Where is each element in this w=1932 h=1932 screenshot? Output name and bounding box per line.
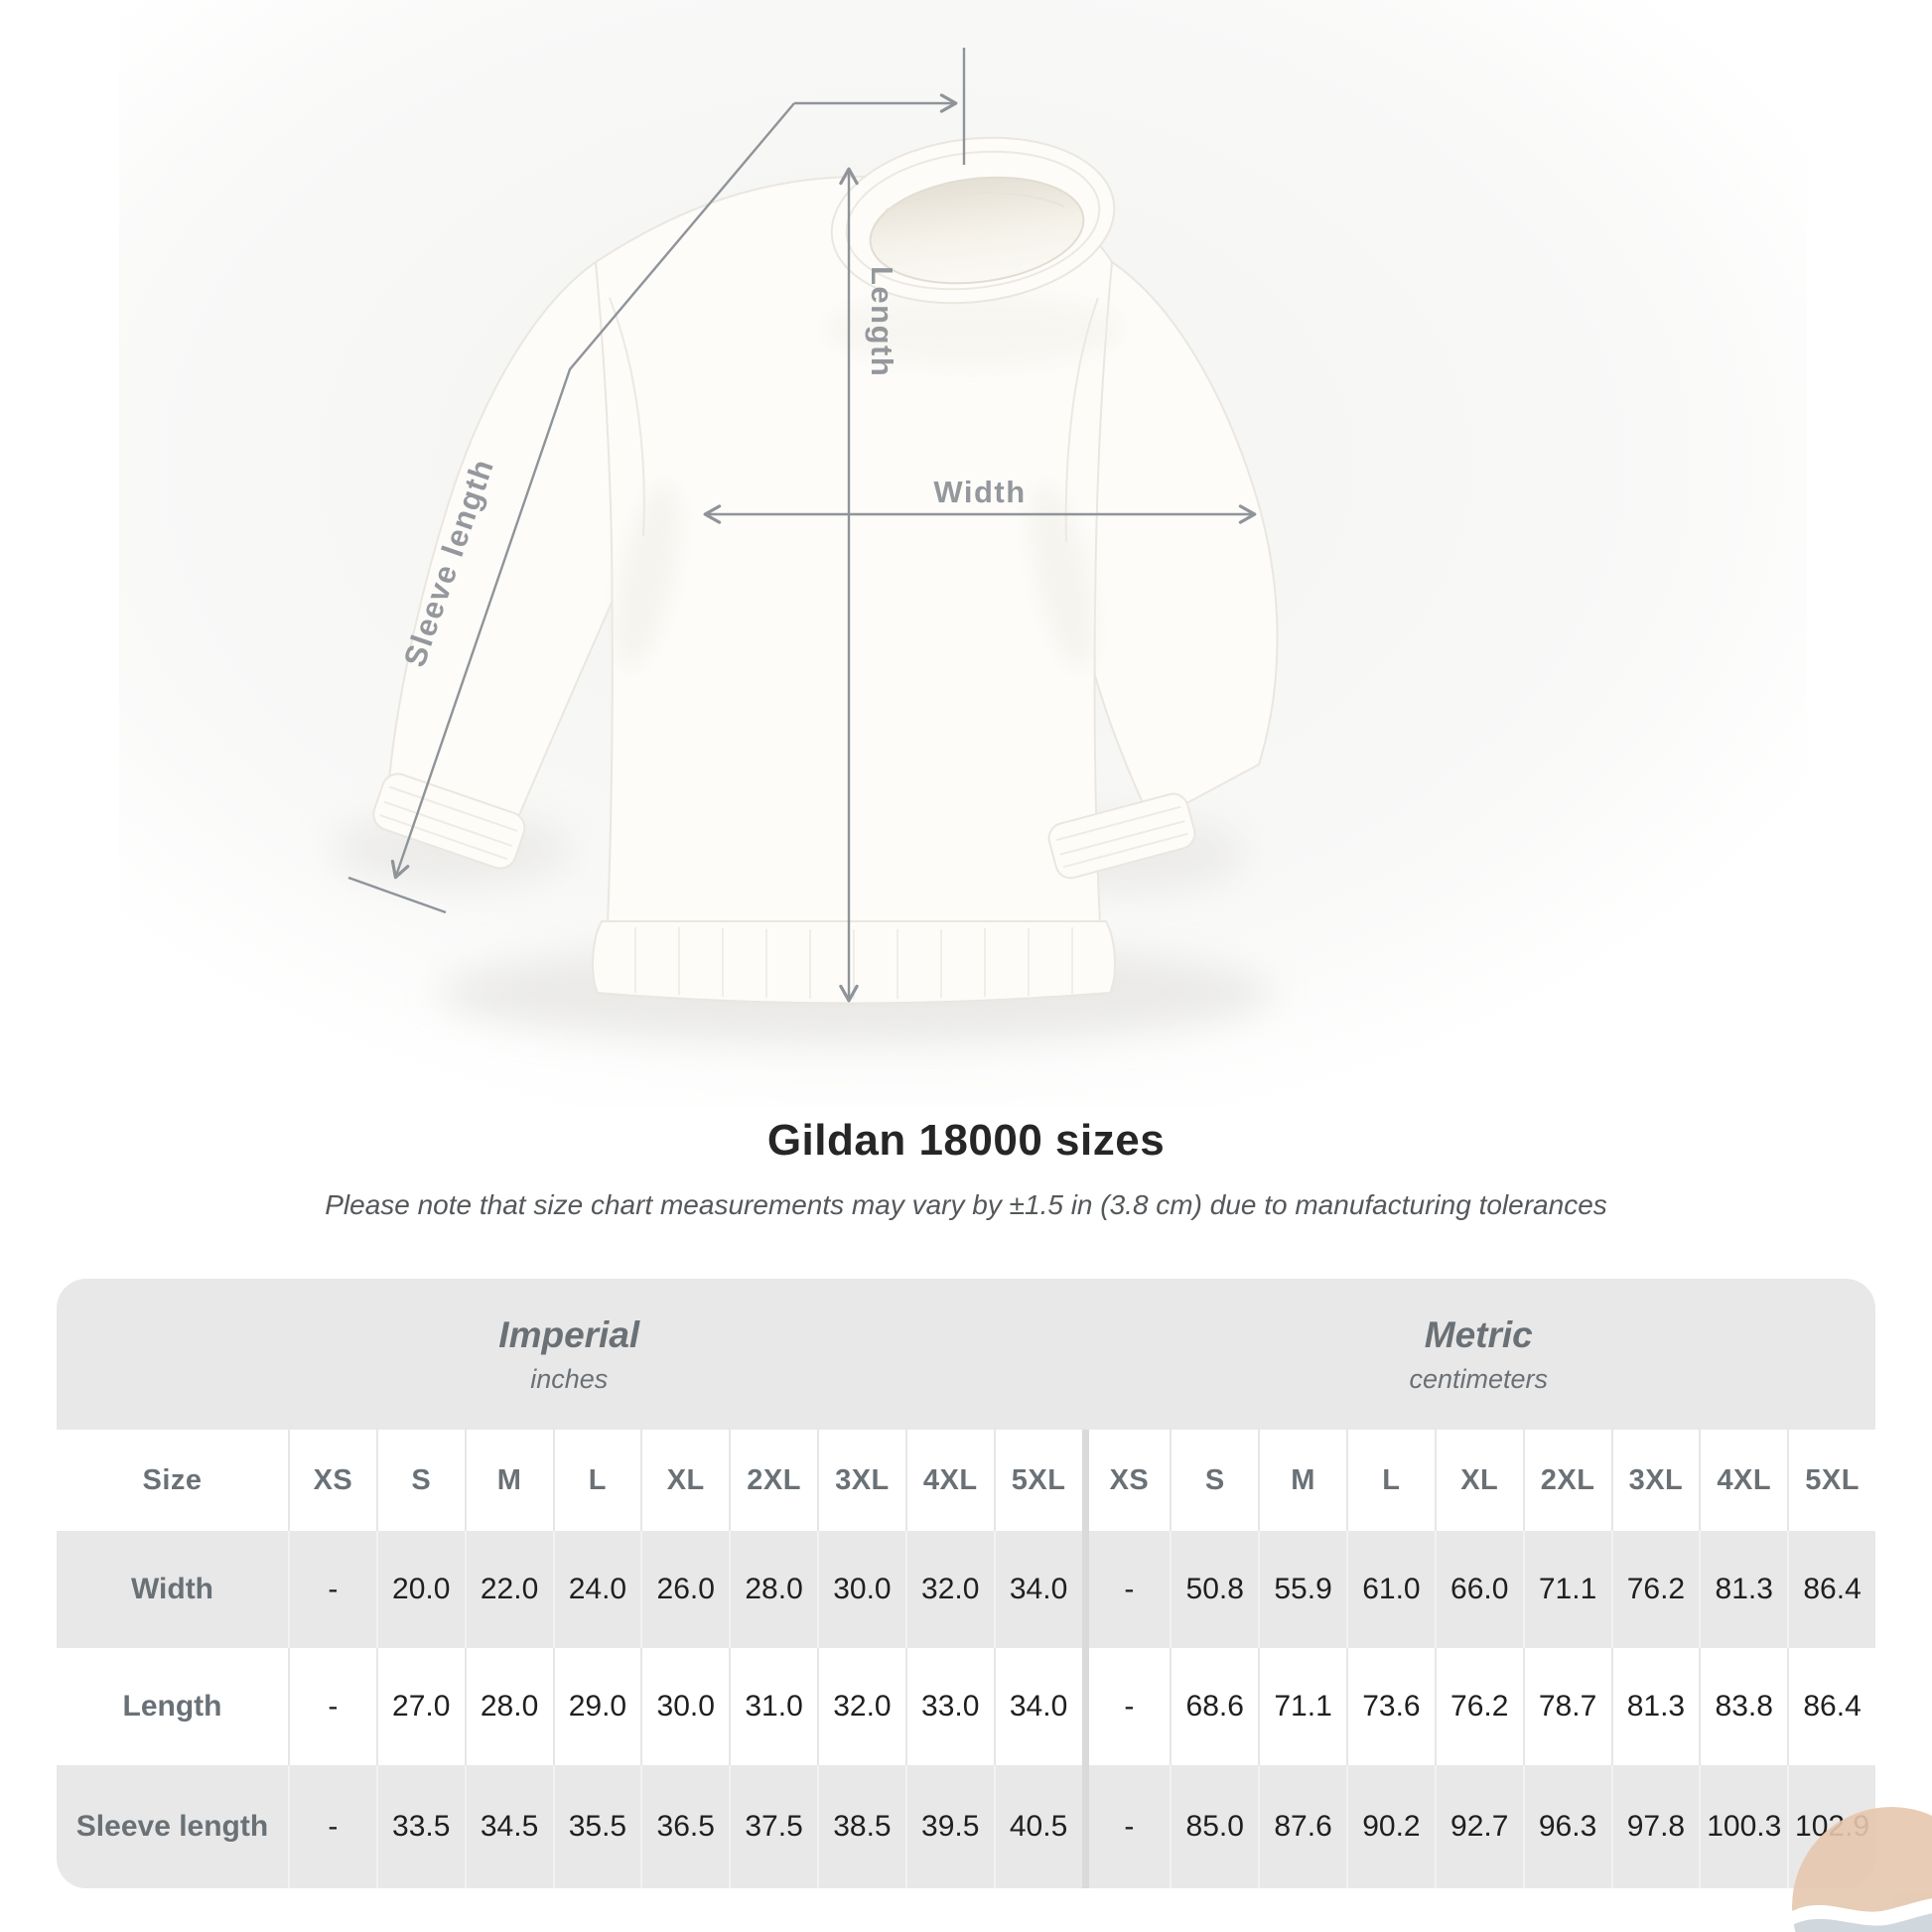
table-cell: 31.0 bbox=[729, 1648, 817, 1765]
table-cell: 97.8 bbox=[1610, 1765, 1700, 1888]
size-header-cell: 3XL bbox=[1610, 1430, 1700, 1531]
table-cell: 76.2 bbox=[1610, 1531, 1700, 1648]
table-cell: 22.0 bbox=[464, 1531, 553, 1648]
size-header-cell: 5XL bbox=[993, 1430, 1082, 1531]
size-header-cell: XS bbox=[1081, 1430, 1171, 1531]
table-cell: 34.0 bbox=[993, 1531, 1082, 1648]
sleeve-end-tick bbox=[347, 876, 447, 914]
left-shoulder-seam bbox=[609, 297, 645, 537]
table-cell: 81.3 bbox=[1699, 1531, 1788, 1648]
size-header-cell: M bbox=[1258, 1430, 1346, 1531]
table-cell: 55.9 bbox=[1258, 1531, 1346, 1648]
table-cell: 40.5 bbox=[993, 1765, 1082, 1888]
imperial-title: Imperial bbox=[498, 1313, 640, 1355]
table-cell: 34.0 bbox=[993, 1648, 1082, 1765]
imperial-subtitle: inches bbox=[530, 1363, 609, 1394]
waistband-ribbing bbox=[634, 927, 1073, 999]
table-cell: 71.1 bbox=[1258, 1648, 1346, 1765]
row-label: Width bbox=[57, 1531, 288, 1648]
table-cell: 20.0 bbox=[375, 1531, 465, 1648]
table-cell: 86.4 bbox=[1787, 1648, 1875, 1765]
left-cuff bbox=[372, 772, 526, 870]
table-cell: 27.0 bbox=[375, 1648, 465, 1765]
table-cell: - bbox=[288, 1648, 376, 1765]
metric-title: Metric bbox=[1424, 1313, 1533, 1355]
size-header-cell: L bbox=[552, 1430, 641, 1531]
table-cell: 29.0 bbox=[552, 1648, 641, 1765]
table-cell: - bbox=[1081, 1765, 1171, 1888]
size-header-cell: XS bbox=[288, 1430, 376, 1531]
size-header-cell: 2XL bbox=[729, 1430, 817, 1531]
table-cell: 87.6 bbox=[1258, 1765, 1346, 1888]
table-cell: 38.5 bbox=[817, 1765, 905, 1888]
table-cell: 36.5 bbox=[640, 1765, 730, 1888]
size-header-cell: 4XL bbox=[904, 1430, 994, 1531]
table-cell: 37.5 bbox=[729, 1765, 817, 1888]
table-cell: - bbox=[288, 1765, 376, 1888]
table-cell: 81.3 bbox=[1610, 1648, 1700, 1765]
table-cell: 33.0 bbox=[904, 1648, 994, 1765]
sleeve-length-arrow bbox=[390, 102, 795, 880]
table-cell: 86.4 bbox=[1787, 1531, 1875, 1648]
table-cell: 28.0 bbox=[464, 1648, 553, 1765]
size-header-cell: XL bbox=[640, 1430, 730, 1531]
table-cell: 61.0 bbox=[1346, 1531, 1435, 1648]
size-header-cell: M bbox=[464, 1430, 553, 1531]
imperial-header: Imperial inches bbox=[57, 1279, 1082, 1430]
width-label: Width bbox=[933, 475, 1026, 509]
size-header-cell: S bbox=[1170, 1430, 1259, 1531]
metric-subtitle: centimeters bbox=[1409, 1363, 1549, 1394]
measurement-annotations bbox=[347, 48, 1257, 1003]
table-cell: 34.5 bbox=[464, 1765, 553, 1888]
size-header-cell: 4XL bbox=[1699, 1430, 1788, 1531]
table-cell: 66.0 bbox=[1434, 1531, 1523, 1648]
table-cell: 78.7 bbox=[1522, 1648, 1611, 1765]
size-header-cell: 3XL bbox=[817, 1430, 905, 1531]
row-label: Sleeve length bbox=[57, 1765, 288, 1888]
table-cell: - bbox=[288, 1531, 376, 1648]
table-cell: - bbox=[1081, 1648, 1171, 1765]
right-cuff bbox=[1047, 792, 1196, 880]
table-cell: 50.8 bbox=[1170, 1531, 1259, 1648]
table-cell: 76.2 bbox=[1434, 1648, 1523, 1765]
table-cell: 24.0 bbox=[552, 1531, 641, 1648]
size-header-cell: S bbox=[375, 1430, 465, 1531]
table-cell: 83.8 bbox=[1699, 1648, 1788, 1765]
product-photo: Length Width Sleeve length bbox=[119, 0, 1807, 1107]
wave-circle-logo bbox=[1792, 1807, 1932, 1932]
table-cell: 26.0 bbox=[640, 1531, 730, 1648]
page-title: Gildan 18000 sizes bbox=[766, 1116, 1166, 1165]
table-cell: - bbox=[1081, 1531, 1171, 1648]
page-subtitle: Please note that size chart measurements… bbox=[325, 1189, 1607, 1220]
back-neck-seam bbox=[885, 192, 1065, 211]
table-cell: 100.3 bbox=[1699, 1765, 1788, 1888]
table-cell: 28.0 bbox=[729, 1531, 817, 1648]
size-col-header: Size bbox=[57, 1430, 288, 1531]
size-header-cell: L bbox=[1346, 1430, 1435, 1531]
table-cell: 30.0 bbox=[817, 1531, 905, 1648]
table-cell: 32.0 bbox=[904, 1531, 994, 1648]
row-label: Length bbox=[57, 1648, 288, 1765]
table-cell: 96.3 bbox=[1522, 1765, 1611, 1888]
table-cell: 71.1 bbox=[1522, 1531, 1611, 1648]
size-header-cell: 2XL bbox=[1522, 1430, 1611, 1531]
size-header-cell: XL bbox=[1434, 1430, 1523, 1531]
size-table: Imperial inches Metric centimeters Size X… bbox=[57, 1279, 1875, 1888]
table-cell: 30.0 bbox=[640, 1648, 730, 1765]
table-cell: 73.6 bbox=[1346, 1648, 1435, 1765]
table-cell: 39.5 bbox=[904, 1765, 994, 1888]
table-cell: 85.0 bbox=[1170, 1765, 1259, 1888]
table-cell: 68.6 bbox=[1170, 1648, 1259, 1765]
table-cell: 90.2 bbox=[1346, 1765, 1435, 1888]
metric-header: Metric centimeters bbox=[1081, 1279, 1875, 1430]
table-cell: 33.5 bbox=[375, 1765, 465, 1888]
length-label: Length bbox=[865, 266, 899, 377]
table-cell: 35.5 bbox=[552, 1765, 641, 1888]
table-cell: 92.7 bbox=[1434, 1765, 1523, 1888]
table-cell: 32.0 bbox=[817, 1648, 905, 1765]
logo-sun bbox=[1792, 1807, 1932, 1932]
size-header-cell: 5XL bbox=[1787, 1430, 1875, 1531]
